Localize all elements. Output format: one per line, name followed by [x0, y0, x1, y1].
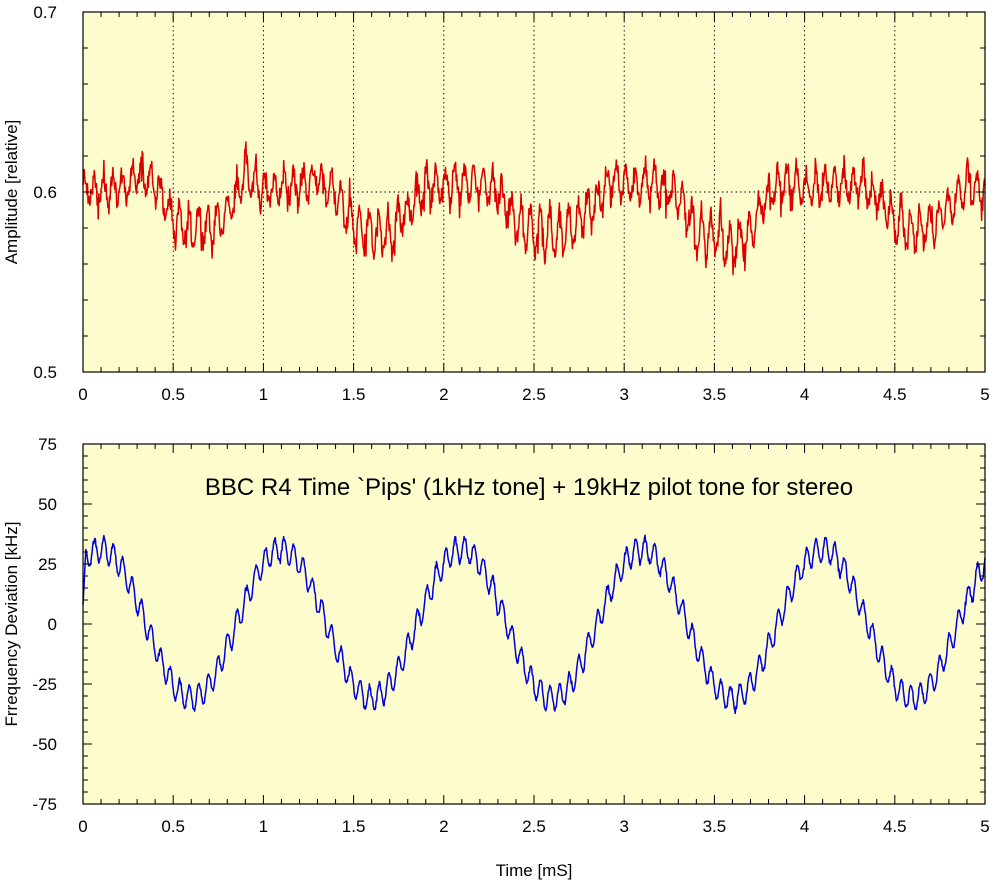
x-tick-label: 5 [980, 817, 989, 836]
x-tick-label: 2.5 [522, 817, 546, 836]
x-tick-label: 5 [980, 385, 989, 404]
amplitude-series-line [82, 141, 986, 276]
amplitude-x-ticks: 0 0.5 1 1.5 2 2.5 3 3.5 4 4.5 5 [78, 12, 990, 404]
x-tick-label: 3.5 [703, 385, 727, 404]
amplitude-series-group [82, 141, 986, 276]
y-tick-label: -50 [32, 735, 57, 754]
x-tick-label: 4 [800, 817, 809, 836]
x-tick-label: 3.5 [703, 817, 727, 836]
y-tick-label: 0.7 [33, 3, 57, 22]
x-tick-label: 0 [78, 817, 87, 836]
x-tick-label: 0.5 [161, 817, 185, 836]
x-tick-label: 2.5 [522, 385, 546, 404]
y-tick-label: 0.6 [33, 183, 57, 202]
amplitude-y-ticks: 0.5 0.6 0.7 [33, 3, 985, 382]
x-tick-label: 4 [800, 385, 809, 404]
frequency-y-ticks: -75 -50 -25 0 25 50 75 [32, 435, 985, 814]
x-tick-label: 2 [439, 385, 448, 404]
amplitude-grid [83, 12, 985, 372]
x-tick-label: 0 [78, 385, 87, 404]
chart-annotation: BBC R4 Time `Pips' (1kHz tone] + 19kHz p… [205, 474, 853, 501]
y-tick-label: -75 [32, 795, 57, 814]
x-tick-label: 2 [439, 817, 448, 836]
y-tick-label: -25 [32, 675, 57, 694]
x-tick-label: 4.5 [883, 817, 907, 836]
y-tick-label: 25 [38, 555, 57, 574]
time-x-axis-label: Time [mS] [496, 861, 573, 880]
y-tick-label: 75 [38, 435, 57, 454]
y-tick-label: 0 [48, 615, 57, 634]
frequency-series-line [82, 534, 986, 715]
x-tick-label: 1 [259, 385, 268, 404]
x-tick-label: 1.5 [342, 817, 366, 836]
y-tick-label: 0.5 [33, 363, 57, 382]
x-tick-label: 0.5 [161, 385, 185, 404]
x-tick-label: 3 [619, 385, 628, 404]
frequency-deviation-panel: 0 0.5 1 1.5 2 2.5 3 3.5 4 4.5 5 -75 -50 -25 0 25 50 75 B… [2, 435, 990, 880]
frequency-plot-background [83, 444, 985, 804]
frequency-x-ticks: 0 0.5 1 1.5 2 2.5 3 3.5 4 4.5 5 [78, 444, 990, 836]
x-tick-label: 1 [259, 817, 268, 836]
frequency-y-axis-label: Frrequency Deviation [kHz] [2, 521, 21, 726]
x-tick-label: 3 [619, 817, 628, 836]
x-tick-label: 1.5 [342, 385, 366, 404]
amplitude-y-axis-label: Amplitude [relative] [2, 120, 21, 265]
y-tick-label: 50 [38, 495, 57, 514]
frequency-series-group [82, 534, 986, 715]
amplitude-panel: 0 0.5 1 1.5 2 2.5 3 3.5 4 4.5 5 0.5 0.6 0.7 Amplitud… [2, 3, 990, 404]
x-tick-label: 4.5 [883, 385, 907, 404]
